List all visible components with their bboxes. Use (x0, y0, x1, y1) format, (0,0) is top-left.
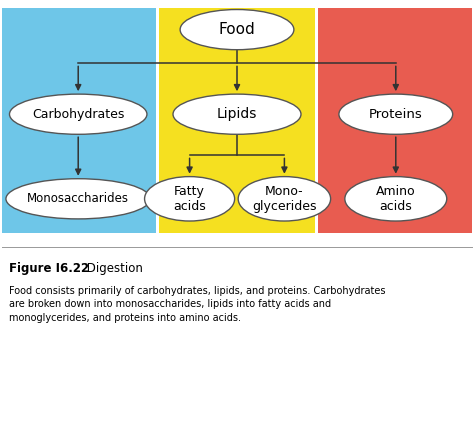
Text: Proteins: Proteins (369, 108, 423, 121)
Text: Digestion: Digestion (83, 262, 143, 275)
Text: Mono-
glycerides: Mono- glycerides (252, 185, 317, 213)
Ellipse shape (145, 177, 235, 221)
Ellipse shape (339, 94, 453, 135)
Ellipse shape (345, 177, 447, 221)
Bar (2, 8, 156, 233)
Ellipse shape (238, 177, 331, 221)
Text: Amino
acids: Amino acids (376, 185, 416, 213)
Text: Food consists primarily of carbohydrates, lipids, and proteins. Carbohydrates
ar: Food consists primarily of carbohydrates… (9, 286, 386, 323)
Bar (159, 8, 315, 233)
Ellipse shape (180, 9, 294, 50)
Text: Food: Food (219, 22, 255, 37)
Text: Fatty
acids: Fatty acids (173, 185, 206, 213)
Ellipse shape (9, 94, 147, 135)
Bar (318, 8, 472, 233)
Text: Lipids: Lipids (217, 107, 257, 121)
Text: Monosaccharides: Monosaccharides (27, 192, 129, 205)
Ellipse shape (173, 94, 301, 135)
Ellipse shape (6, 179, 151, 219)
Text: Carbohydrates: Carbohydrates (32, 108, 124, 121)
Text: Figure I6.22: Figure I6.22 (9, 262, 90, 275)
